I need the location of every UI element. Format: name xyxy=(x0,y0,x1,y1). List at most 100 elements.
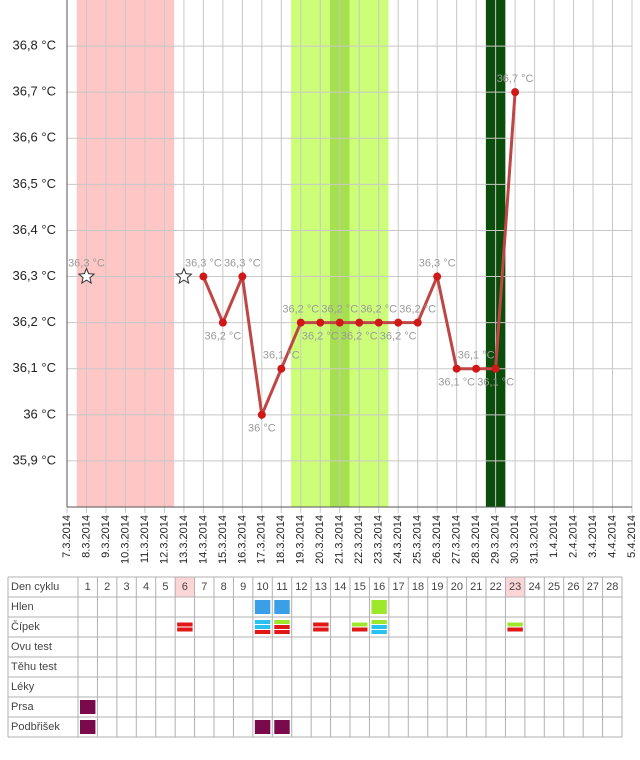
x-tick-label: 21.3.2014 xyxy=(334,515,346,564)
x-tick-label: 22.3.2014 xyxy=(353,515,365,564)
day-number: 21 xyxy=(470,581,482,593)
day-number: 11 xyxy=(276,581,287,593)
y-tick-label: 36,6 °C xyxy=(12,130,56,145)
x-tick-label: 20.3.2014 xyxy=(314,515,326,564)
value-label: 36,2 °C xyxy=(321,304,358,316)
data-point xyxy=(277,364,286,373)
day-number: 2 xyxy=(104,581,110,593)
data-point xyxy=(394,318,403,327)
value-label: 36,2 °C xyxy=(399,304,436,316)
symptom-stripe xyxy=(507,627,523,632)
x-tick-label: 12.3.2014 xyxy=(158,515,170,564)
symptom-mark xyxy=(274,720,290,734)
symptom-stripe xyxy=(177,627,193,632)
x-tick-label: 10.3.2014 xyxy=(119,515,131,564)
day-number: 17 xyxy=(392,581,404,593)
x-tick-label: 11.3.2014 xyxy=(139,515,151,563)
day-number: 13 xyxy=(315,581,327,593)
day-number: 20 xyxy=(451,581,463,593)
x-tick-label: 19.3.2014 xyxy=(295,515,307,564)
x-tick-label: 28.3.2014 xyxy=(470,515,482,564)
value-label: 36,2 °C xyxy=(341,331,378,343)
x-tick-label: 31.3.2014 xyxy=(528,515,540,564)
day-number: 27 xyxy=(587,581,599,593)
x-tick-label: 15.3.2014 xyxy=(217,515,229,564)
value-label: 36,3 °C xyxy=(185,257,222,269)
x-tick-label: 29.3.2014 xyxy=(490,515,502,564)
symptom-stripe xyxy=(313,627,329,632)
symptom-stripe xyxy=(507,622,523,627)
value-label: 36,1 °C xyxy=(438,377,475,389)
day-highlight xyxy=(505,577,525,597)
data-point xyxy=(238,272,247,281)
data-point xyxy=(218,318,227,327)
symptom-stripe xyxy=(254,630,271,634)
symptom-stripe xyxy=(254,620,271,624)
x-tick-label: 23.3.2014 xyxy=(373,515,385,564)
day-number: 10 xyxy=(256,581,268,593)
data-point xyxy=(335,318,344,327)
day-number: 6 xyxy=(182,581,188,593)
data-point xyxy=(433,272,442,281)
x-tick-label: 5.4.2014 xyxy=(626,515,638,558)
y-tick-label: 36,2 °C xyxy=(12,314,56,329)
data-point xyxy=(511,88,520,97)
x-tick-label: 27.3.2014 xyxy=(451,515,463,564)
value-label: 36,2 °C xyxy=(380,331,417,343)
symptom-mark xyxy=(254,600,271,614)
symptom-mark xyxy=(80,700,96,714)
y-tick-label: 36,3 °C xyxy=(12,268,56,283)
day-number: 7 xyxy=(201,581,207,593)
symptom-stripe xyxy=(177,622,193,627)
day-number: 24 xyxy=(528,581,540,593)
day-number: 22 xyxy=(490,581,502,593)
data-point xyxy=(413,318,422,327)
symptom-mark xyxy=(254,720,271,734)
symptom-stripe xyxy=(371,620,387,624)
value-label: 36,1 °C xyxy=(263,350,300,362)
value-label: 36,3 °C xyxy=(68,257,105,269)
y-tick-label: 36,7 °C xyxy=(12,84,56,99)
value-label: 36,3 °C xyxy=(419,257,456,269)
day-number: 16 xyxy=(373,581,385,593)
value-label: 36 °C xyxy=(248,423,276,435)
day-number: 14 xyxy=(334,581,346,593)
x-tick-label: 3.4.2014 xyxy=(587,515,599,558)
day-number: 15 xyxy=(354,581,366,593)
y-tick-label: 36,4 °C xyxy=(12,222,56,237)
symptom-mark xyxy=(80,720,96,734)
symptom-stripe xyxy=(371,625,387,629)
day-number: 3 xyxy=(124,581,130,593)
day-number: 26 xyxy=(567,581,579,593)
day-number: 1 xyxy=(85,581,91,593)
value-label: 36,2 °C xyxy=(360,304,397,316)
symptom-stripe xyxy=(352,622,368,627)
data-point xyxy=(452,364,461,373)
y-tick-label: 35,9 °C xyxy=(12,452,56,467)
x-tick-label: 24.3.2014 xyxy=(392,515,404,564)
value-label: 36,2 °C xyxy=(302,331,339,343)
row-label: Podbřišek xyxy=(11,721,60,733)
day-number: 28 xyxy=(606,581,618,593)
data-point xyxy=(296,318,305,327)
value-label: 36,2 °C xyxy=(282,304,319,316)
x-tick-label: 30.3.2014 xyxy=(509,515,521,564)
x-tick-label: 26.3.2014 xyxy=(431,515,443,564)
row-label: Léky xyxy=(11,681,35,693)
x-tick-label: 1.4.2014 xyxy=(548,515,560,558)
day-number: 5 xyxy=(162,581,168,593)
data-point xyxy=(374,318,383,327)
symptom-stripe xyxy=(274,625,290,629)
day-number: 19 xyxy=(431,581,443,593)
symptom-stripe xyxy=(313,622,329,627)
x-tick-label: 9.3.2014 xyxy=(100,515,112,558)
value-label: 36,2 °C xyxy=(204,331,241,343)
star-point xyxy=(77,267,96,285)
x-tick-label: 16.3.2014 xyxy=(236,515,248,564)
y-tick-label: 36,8 °C xyxy=(12,38,56,53)
data-point xyxy=(316,318,325,327)
star-point xyxy=(175,267,193,285)
symptom-stripe xyxy=(254,625,271,629)
value-label: 36,1 °C xyxy=(458,350,495,362)
